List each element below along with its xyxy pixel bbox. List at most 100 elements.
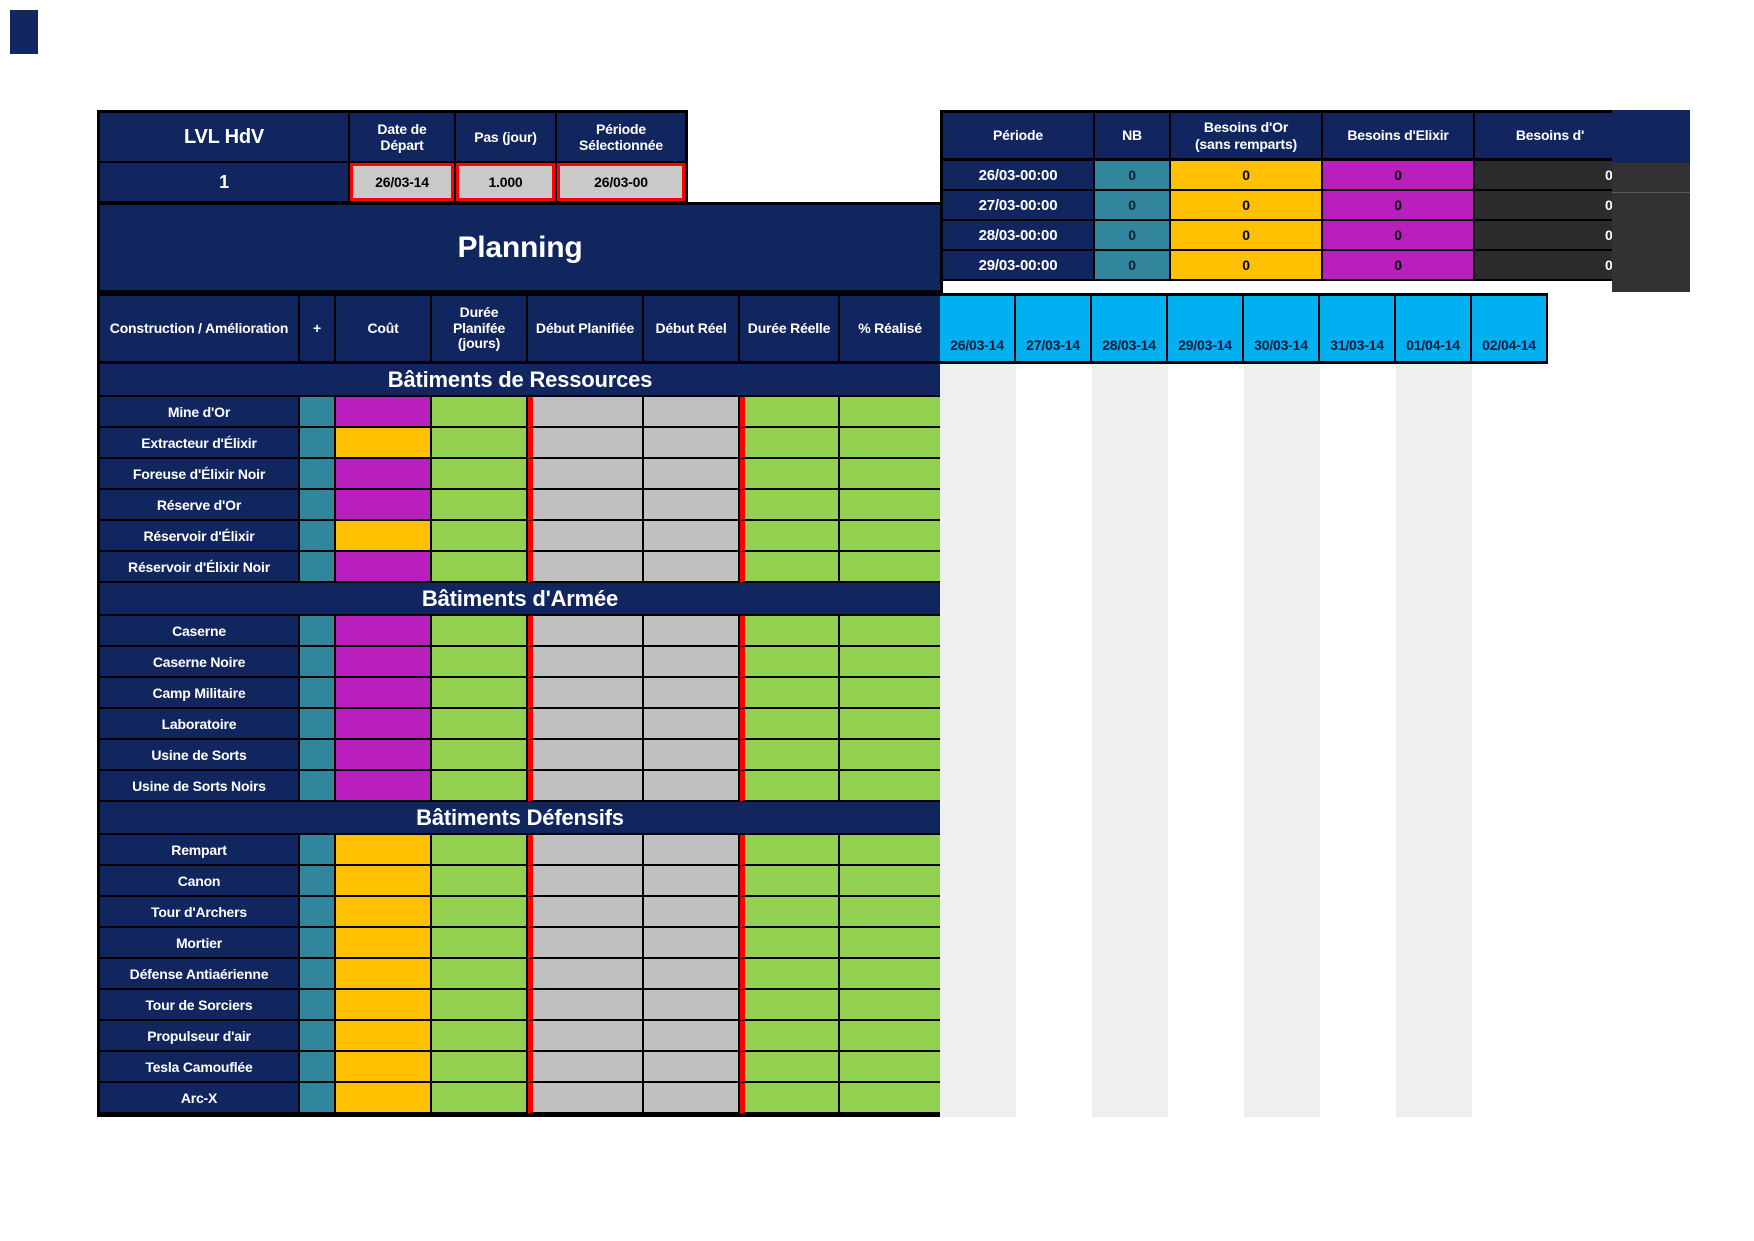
debut-reel-cell[interactable]	[644, 428, 740, 459]
debut-reel-cell[interactable]	[644, 866, 740, 897]
duree-reelle-cell[interactable]	[740, 866, 840, 897]
pct-realise-cell[interactable]	[840, 428, 940, 459]
duree-planifee-cell[interactable]	[432, 897, 528, 928]
duree-reelle-cell[interactable]	[740, 647, 840, 678]
duree-reelle-cell[interactable]	[740, 521, 840, 552]
duree-reelle-cell[interactable]	[740, 740, 840, 771]
pct-realise-cell[interactable]	[840, 1052, 940, 1083]
duree-reelle-cell[interactable]	[740, 459, 840, 490]
expand-plus-cell[interactable]	[300, 1052, 336, 1083]
duree-planifee-cell[interactable]	[432, 1052, 528, 1083]
debut-reel-cell[interactable]	[644, 1083, 740, 1114]
duree-reelle-cell[interactable]	[740, 490, 840, 521]
periode-selectionnee-value-cell[interactable]: 26/03-00	[557, 163, 685, 201]
debut-planifiee-cell[interactable]	[528, 990, 644, 1021]
cout-cell[interactable]	[336, 459, 432, 490]
expand-plus-cell[interactable]	[300, 866, 336, 897]
cout-cell[interactable]	[336, 428, 432, 459]
debut-planifiee-cell[interactable]	[528, 521, 644, 552]
debut-reel-cell[interactable]	[644, 1021, 740, 1052]
duree-planifee-cell[interactable]	[432, 771, 528, 802]
cout-cell[interactable]	[336, 771, 432, 802]
debut-reel-cell[interactable]	[644, 521, 740, 552]
debut-reel-cell[interactable]	[644, 552, 740, 583]
cout-cell[interactable]	[336, 616, 432, 647]
debut-planifiee-cell[interactable]	[528, 835, 644, 866]
duree-planifee-cell[interactable]	[432, 616, 528, 647]
duree-reelle-cell[interactable]	[740, 897, 840, 928]
expand-plus-cell[interactable]	[300, 616, 336, 647]
duree-reelle-cell[interactable]	[740, 1021, 840, 1052]
duree-reelle-cell[interactable]	[740, 678, 840, 709]
debut-planifiee-cell[interactable]	[528, 490, 644, 521]
duree-planifee-cell[interactable]	[432, 1021, 528, 1052]
debut-reel-cell[interactable]	[644, 771, 740, 802]
pct-realise-cell[interactable]	[840, 521, 940, 552]
duree-reelle-cell[interactable]	[740, 928, 840, 959]
expand-plus-cell[interactable]	[300, 647, 336, 678]
expand-plus-cell[interactable]	[300, 397, 336, 428]
debut-reel-cell[interactable]	[644, 678, 740, 709]
debut-reel-cell[interactable]	[644, 616, 740, 647]
debut-reel-cell[interactable]	[644, 490, 740, 521]
duree-planifee-cell[interactable]	[432, 866, 528, 897]
expand-plus-cell[interactable]	[300, 428, 336, 459]
duree-planifee-cell[interactable]	[432, 459, 528, 490]
debut-planifiee-cell[interactable]	[528, 428, 644, 459]
duree-reelle-cell[interactable]	[740, 397, 840, 428]
debut-planifiee-cell[interactable]	[528, 616, 644, 647]
pct-realise-cell[interactable]	[840, 771, 940, 802]
debut-planifiee-cell[interactable]	[528, 709, 644, 740]
cout-cell[interactable]	[336, 490, 432, 521]
duree-planifee-cell[interactable]	[432, 521, 528, 552]
duree-planifee-cell[interactable]	[432, 740, 528, 771]
debut-reel-cell[interactable]	[644, 647, 740, 678]
debut-reel-cell[interactable]	[644, 1052, 740, 1083]
pct-realise-cell[interactable]	[840, 647, 940, 678]
debut-planifiee-cell[interactable]	[528, 397, 644, 428]
duree-reelle-cell[interactable]	[740, 990, 840, 1021]
debut-planifiee-cell[interactable]	[528, 897, 644, 928]
debut-reel-cell[interactable]	[644, 740, 740, 771]
pct-realise-cell[interactable]	[840, 397, 940, 428]
pct-realise-cell[interactable]	[840, 990, 940, 1021]
expand-plus-cell[interactable]	[300, 835, 336, 866]
expand-plus-cell[interactable]	[300, 928, 336, 959]
duree-planifee-cell[interactable]	[432, 397, 528, 428]
expand-plus-cell[interactable]	[300, 678, 336, 709]
expand-plus-cell[interactable]	[300, 490, 336, 521]
expand-plus-cell[interactable]	[300, 521, 336, 552]
debut-reel-cell[interactable]	[644, 990, 740, 1021]
expand-plus-cell[interactable]	[300, 897, 336, 928]
cout-cell[interactable]	[336, 835, 432, 866]
pct-realise-cell[interactable]	[840, 740, 940, 771]
expand-plus-cell[interactable]	[300, 990, 336, 1021]
pct-realise-cell[interactable]	[840, 552, 940, 583]
pct-realise-cell[interactable]	[840, 459, 940, 490]
expand-plus-cell[interactable]	[300, 959, 336, 990]
duree-reelle-cell[interactable]	[740, 616, 840, 647]
debut-planifiee-cell[interactable]	[528, 740, 644, 771]
duree-planifee-cell[interactable]	[432, 835, 528, 866]
duree-planifee-cell[interactable]	[432, 428, 528, 459]
debut-planifiee-cell[interactable]	[528, 959, 644, 990]
expand-plus-cell[interactable]	[300, 552, 336, 583]
duree-reelle-cell[interactable]	[740, 428, 840, 459]
cout-cell[interactable]	[336, 928, 432, 959]
duree-planifee-cell[interactable]	[432, 678, 528, 709]
debut-planifiee-cell[interactable]	[528, 771, 644, 802]
duree-reelle-cell[interactable]	[740, 835, 840, 866]
expand-plus-cell[interactable]	[300, 459, 336, 490]
debut-planifiee-cell[interactable]	[528, 678, 644, 709]
debut-reel-cell[interactable]	[644, 709, 740, 740]
lvl-hdv-value-cell[interactable]: 1	[100, 163, 348, 201]
duree-reelle-cell[interactable]	[740, 1052, 840, 1083]
cout-cell[interactable]	[336, 1083, 432, 1114]
date-depart-value-cell[interactable]: 26/03-14	[350, 163, 454, 201]
pct-realise-cell[interactable]	[840, 897, 940, 928]
debut-reel-cell[interactable]	[644, 959, 740, 990]
debut-reel-cell[interactable]	[644, 397, 740, 428]
cout-cell[interactable]	[336, 397, 432, 428]
cout-cell[interactable]	[336, 959, 432, 990]
pct-realise-cell[interactable]	[840, 866, 940, 897]
